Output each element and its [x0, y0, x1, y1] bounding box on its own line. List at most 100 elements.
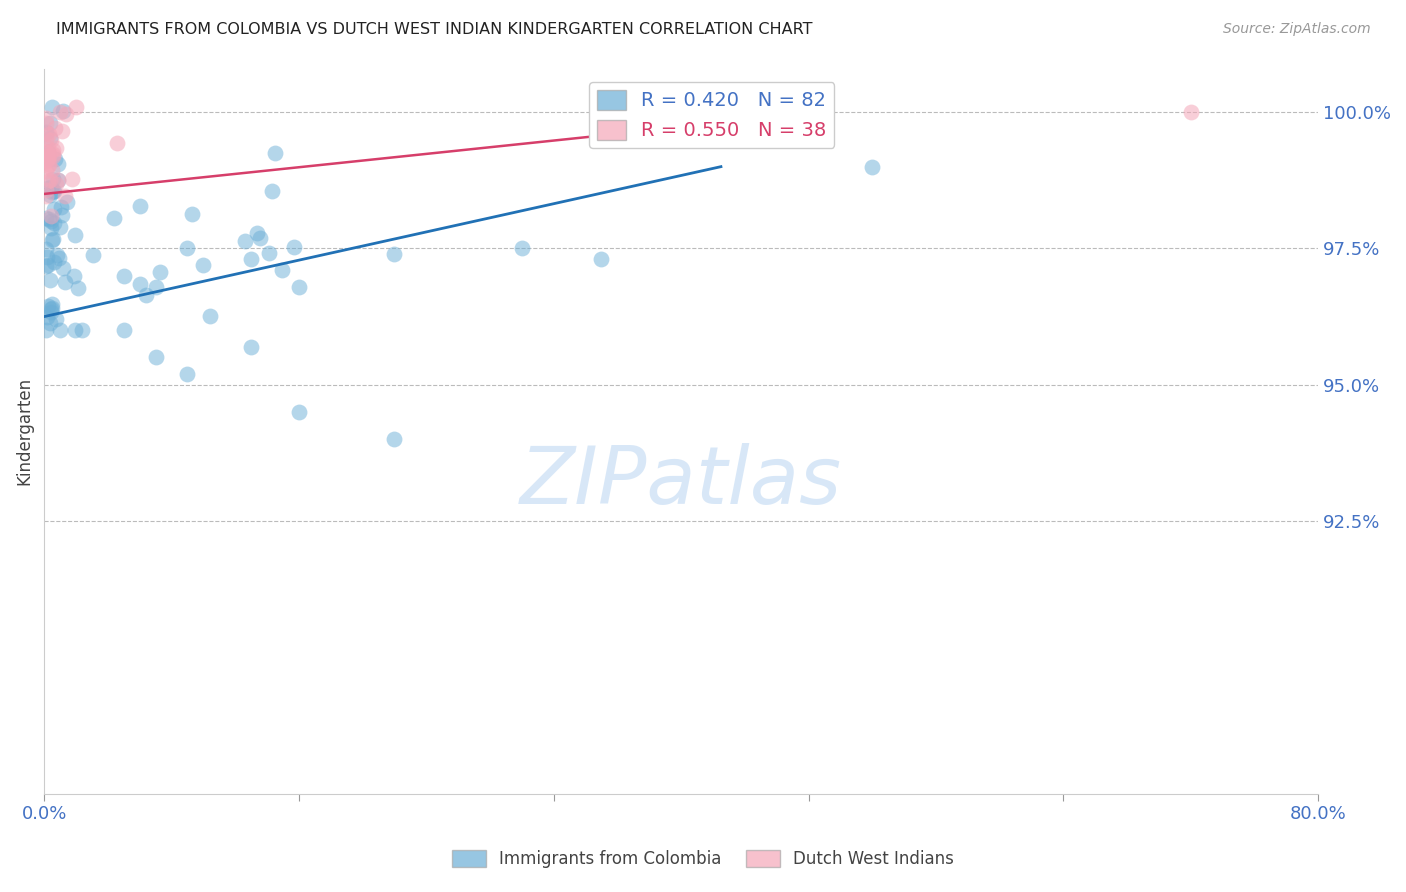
Point [39, 179, 62, 194]
Point [176, 367, 198, 381]
Point [35, 125, 58, 139]
Point [103, 211, 125, 225]
Point [56, 195, 79, 210]
Point [35, 132, 58, 146]
Point [260, 184, 283, 198]
Text: IMMIGRANTS FROM COLOMBIA VS DUTCH WEST INDIAN KINDERGARTEN CORRELATION CHART: IMMIGRANTS FROM COLOMBIA VS DUTCH WEST I… [56, 22, 813, 37]
Point [63, 323, 86, 337]
Point [51, 209, 73, 223]
Point [42, 231, 65, 245]
Point [35, 242, 58, 256]
Point [35, 323, 58, 337]
Point [72, 323, 94, 337]
Point [35, 150, 58, 164]
Point [39, 273, 62, 287]
Point [129, 277, 152, 291]
Point [112, 323, 135, 337]
Point [41, 301, 63, 315]
Point [288, 405, 311, 419]
Point [46, 173, 69, 187]
Text: ZIPatlas: ZIPatlas [520, 442, 842, 521]
Point [49, 220, 72, 235]
Point [53, 275, 76, 289]
Point [38, 316, 60, 330]
Point [37, 152, 59, 166]
Point [53, 188, 76, 202]
Point [41, 100, 63, 114]
Point [37, 181, 59, 195]
Point [860, 160, 883, 174]
Point [38, 148, 60, 162]
Point [39, 304, 62, 318]
Point [510, 242, 533, 256]
Point [240, 340, 263, 354]
Point [145, 279, 167, 293]
Point [49, 105, 72, 120]
Point [51, 200, 73, 214]
Point [283, 240, 305, 254]
Point [44, 121, 66, 136]
Point [41, 214, 63, 228]
Point [45, 248, 67, 262]
Point [198, 309, 221, 323]
Point [45, 311, 67, 326]
Point [45, 141, 67, 155]
Point [42, 172, 65, 186]
Point [39, 133, 62, 147]
Point [149, 265, 172, 279]
Point [246, 227, 269, 241]
Point [135, 287, 157, 301]
Point [35, 154, 58, 169]
Point [35, 126, 58, 140]
Point [193, 258, 215, 272]
Point [52, 260, 75, 275]
Point [249, 231, 271, 245]
Point [46, 157, 69, 171]
Point [46, 173, 69, 187]
Point [82, 248, 104, 262]
Point [51, 124, 73, 138]
Point [45, 177, 67, 191]
Point [37, 258, 59, 272]
Point [591, 252, 613, 267]
Point [384, 247, 406, 261]
Point [35, 183, 58, 197]
Point [35, 149, 58, 163]
Point [39, 221, 62, 235]
Point [38, 156, 60, 170]
Point [42, 146, 65, 161]
Legend: Immigrants from Colombia, Dutch West Indians: Immigrants from Colombia, Dutch West Ind… [446, 843, 960, 875]
Point [37, 145, 59, 159]
Point [39, 131, 62, 145]
Point [35, 145, 58, 159]
Point [63, 227, 86, 242]
Point [35, 211, 58, 225]
Point [41, 144, 63, 158]
Point [63, 268, 86, 283]
Point [41, 163, 63, 178]
Point [55, 106, 77, 120]
Point [38, 127, 60, 141]
Point [105, 136, 128, 150]
Point [35, 116, 58, 130]
Point [39, 209, 62, 223]
Point [270, 262, 292, 277]
Point [176, 242, 198, 256]
Point [35, 189, 58, 203]
Point [42, 202, 65, 216]
Point [41, 149, 63, 163]
Point [37, 299, 59, 313]
Point [48, 251, 70, 265]
Point [129, 199, 152, 213]
Point [41, 186, 63, 200]
Point [1180, 105, 1202, 120]
Point [384, 432, 406, 446]
Point [37, 173, 59, 187]
Point [39, 302, 62, 317]
Point [39, 116, 62, 130]
Point [112, 268, 135, 283]
Point [39, 188, 62, 202]
Point [240, 252, 263, 267]
Point [35, 164, 58, 178]
Point [145, 351, 167, 365]
